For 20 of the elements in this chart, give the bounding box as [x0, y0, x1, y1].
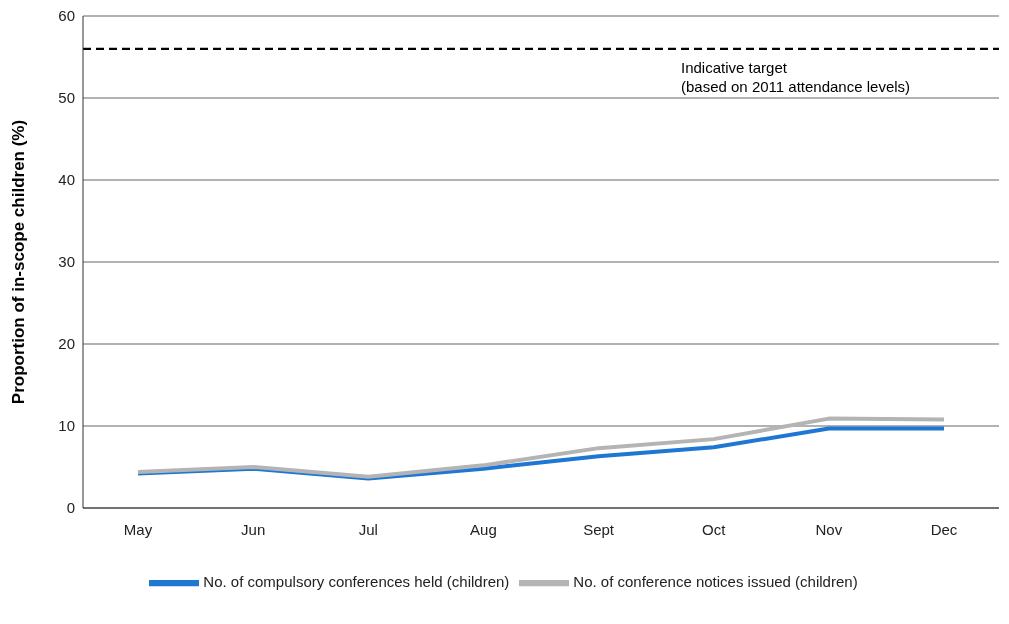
y-tick-label: 20 [58, 335, 75, 353]
x-tick-label: May [123, 520, 153, 538]
y-tick-label: 30 [58, 253, 75, 271]
ref-line-label: Indicative target (based on 2011 attendance levels) [681, 58, 911, 95]
x-tick-label: Jun [241, 520, 266, 538]
y-tick-label: 0 [66, 499, 75, 517]
x-tick-label: Dec [930, 520, 958, 538]
x-tick-label: Oct [702, 520, 727, 538]
y-tick-label: 10 [58, 417, 75, 435]
line-series [136, 416, 946, 479]
y-tick-label: 50 [58, 89, 75, 107]
y-tick-label: 60 [58, 7, 75, 25]
legend-label: No. of compulsory conferences held (children) [203, 572, 510, 590]
y-axis-title: Proportion of in-scope children (%) [9, 119, 29, 405]
x-tick-label: Jul [358, 520, 378, 538]
x-tick-label: Sept [583, 520, 615, 538]
legend-label: No. of conference notices issued (children) [573, 572, 858, 590]
x-tick-label: Nov [815, 520, 843, 538]
x-tick-label: Aug [470, 520, 497, 538]
y-tick-label: 40 [58, 171, 75, 189]
